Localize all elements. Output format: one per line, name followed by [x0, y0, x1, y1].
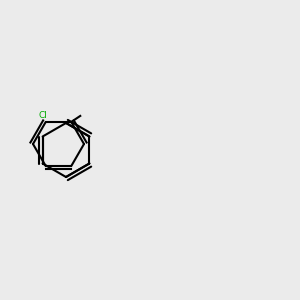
Text: Cl: Cl: [38, 111, 47, 120]
